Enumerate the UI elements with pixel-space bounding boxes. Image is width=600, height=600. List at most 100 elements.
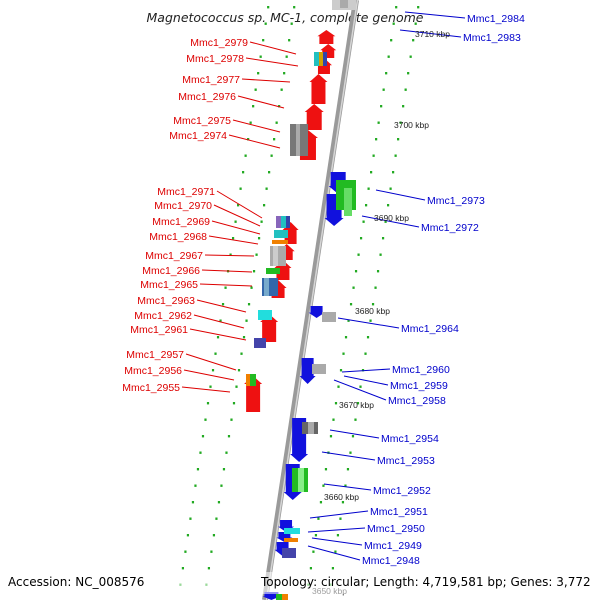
tick-mark <box>268 171 271 174</box>
gene-label-2971[interactable]: Mmc1_2971 <box>157 186 215 198</box>
tick-mark <box>349 303 353 306</box>
label-leaders <box>181 11 466 561</box>
gene-label-2949[interactable]: Mmc1_2949 <box>364 540 422 552</box>
label-leader-line <box>323 483 372 491</box>
gene-label-2950[interactable]: Mmc1_2950 <box>367 523 425 535</box>
label-leader-line <box>245 57 299 67</box>
tick-mark <box>371 303 375 306</box>
tick-mark <box>252 270 256 273</box>
gene-feature-block <box>276 216 281 228</box>
tick-mark <box>219 319 222 322</box>
tick-mark <box>216 336 220 339</box>
label-leader-line <box>341 368 391 373</box>
gene-label-2967[interactable]: Mmc1_2967 <box>145 250 203 262</box>
gene-label-2960[interactable]: Mmc1_2960 <box>392 364 450 376</box>
tick-mark <box>231 237 235 240</box>
tick-mark <box>312 550 315 553</box>
tick-mark <box>309 567 313 570</box>
gene-label-2959[interactable]: Mmc1_2959 <box>390 380 448 392</box>
gene-label-2951[interactable]: Mmc1_2951 <box>370 506 428 518</box>
gene-label-2948[interactable]: Mmc1_2948 <box>362 555 420 567</box>
tick-mark <box>344 484 347 487</box>
gene-label-2953[interactable]: Mmc1_2953 <box>377 455 435 467</box>
gene-label-2957[interactable]: Mmc1_2957 <box>126 349 184 361</box>
gene-label-2955[interactable]: Mmc1_2955 <box>122 382 180 394</box>
tick-mark <box>249 121 252 124</box>
tick-mark <box>331 567 335 570</box>
tick-mark <box>275 121 278 124</box>
tick-mark <box>201 435 205 438</box>
tick-mark <box>332 418 335 421</box>
tick-mark <box>290 22 293 25</box>
accession-text: Accession: NC_008576 <box>8 575 144 589</box>
gene-label-2977[interactable]: Mmc1_2977 <box>182 74 240 86</box>
right-labels: Mmc1_2984 Mmc1_2983 Mmc1_2973 Mmc1_2972 … <box>362 13 525 567</box>
reverse-gene-arrow <box>299 358 316 384</box>
gene-feature-block <box>296 124 300 156</box>
gene-label-2970[interactable]: Mmc1_2970 <box>154 200 212 212</box>
gene-feature-block <box>312 364 326 374</box>
label-leader-line <box>375 189 426 201</box>
tick-mark <box>184 550 187 553</box>
gene-label-2954[interactable]: Mmc1_2954 <box>381 433 439 445</box>
gene-label-2976[interactable]: Mmc1_2976 <box>178 91 236 103</box>
tick-mark <box>339 369 343 372</box>
tick-mark <box>260 220 263 223</box>
gene-label-2952[interactable]: Mmc1_2952 <box>373 485 431 497</box>
tick-mark <box>389 187 392 190</box>
gene-label-2965[interactable]: Mmc1_2965 <box>140 279 198 291</box>
tick-mark <box>359 237 363 240</box>
tick-mark <box>252 105 255 108</box>
tick-mark <box>404 88 407 91</box>
tick-mark <box>322 484 325 487</box>
gene-label-2984[interactable]: Mmc1_2984 <box>467 13 525 25</box>
tick-mark <box>351 435 355 438</box>
gene-label-2966[interactable]: Mmc1_2966 <box>142 265 200 277</box>
tick-mark <box>194 484 197 487</box>
tick-mark <box>217 501 221 504</box>
tick-mark <box>356 402 360 405</box>
tick-mark <box>390 39 393 42</box>
label-leader-line <box>183 369 235 381</box>
tick-mark <box>215 517 218 520</box>
label-leader-line <box>343 375 389 386</box>
label-leader-line <box>237 95 285 109</box>
tick-mark <box>278 105 281 108</box>
gene-label-2968[interactable]: Mmc1_2968 <box>149 231 207 243</box>
gene-label-2983[interactable]: Mmc1_2983 <box>463 32 521 44</box>
gene-label-2963[interactable]: Mmc1_2963 <box>137 295 195 307</box>
gene-label-2975[interactable]: Mmc1_2975 <box>173 115 231 127</box>
gene-feature-block <box>284 538 298 542</box>
gene-label-2958[interactable]: Mmc1_2958 <box>388 395 446 407</box>
tick-mark <box>362 220 365 223</box>
tick-mark <box>364 204 368 207</box>
gene-label-2973[interactable]: Mmc1_2973 <box>427 195 485 207</box>
gene-label-2962[interactable]: Mmc1_2962 <box>134 310 192 322</box>
forward-gene-arrow <box>317 30 336 44</box>
gene-label-2978[interactable]: Mmc1_2978 <box>186 53 244 65</box>
tick-mark <box>191 501 195 504</box>
label-leader-line <box>232 119 281 133</box>
tick-mark <box>385 72 388 75</box>
tick-mark <box>381 237 385 240</box>
gene-label-2972[interactable]: Mmc1_2972 <box>421 222 479 234</box>
tick-mark <box>382 88 385 91</box>
label-leader-line <box>329 429 380 439</box>
gene-label-2969[interactable]: Mmc1_2969 <box>152 216 210 228</box>
gene-label-2979[interactable]: Mmc1_2979 <box>190 37 248 49</box>
tick-mark <box>334 550 337 553</box>
tick-mark <box>212 534 216 537</box>
tick-mark <box>336 534 340 537</box>
label-leader-line <box>404 11 466 19</box>
tick-mark <box>204 418 207 421</box>
tick-mark <box>370 171 373 174</box>
gene-label-2964[interactable]: Mmc1_2964 <box>401 323 459 335</box>
gene-label-2956[interactable]: Mmc1_2956 <box>124 365 182 377</box>
label-leader-line <box>213 204 261 227</box>
gene-label-2974[interactable]: Mmc1_2974 <box>169 130 227 142</box>
label-leader-line <box>321 451 376 461</box>
gene-feature-block <box>264 278 269 296</box>
gene-label-2961[interactable]: Mmc1_2961 <box>130 324 188 336</box>
